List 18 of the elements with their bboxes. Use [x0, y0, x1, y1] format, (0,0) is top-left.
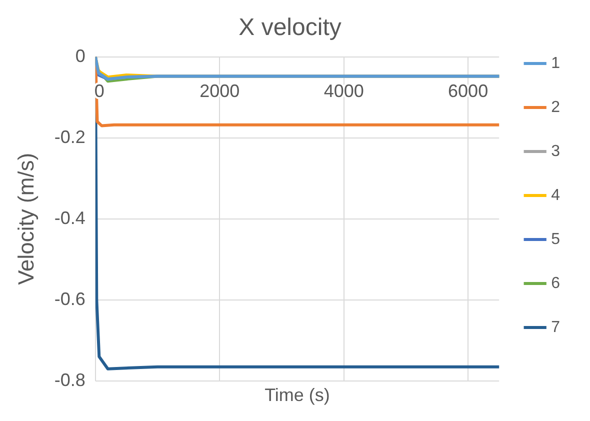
x-tick-label: 2000: [200, 80, 240, 101]
x-tick-label: 4000: [324, 80, 364, 101]
chart-title: X velocity: [238, 14, 342, 42]
legend-label: 5: [551, 230, 560, 248]
x-axis-title: Time (s): [264, 384, 330, 405]
y-tick-label: -0.4: [54, 208, 86, 228]
x-tick-label: 6000: [448, 80, 488, 101]
y-tick-label: -0.2: [54, 126, 86, 147]
legend-label: 4: [551, 186, 560, 204]
legend-label: 3: [551, 142, 560, 160]
legend-label: 1: [551, 54, 560, 72]
y-tick-label: 0: [75, 46, 86, 66]
y-axis-title: Velocity (m/s): [13, 152, 38, 285]
legend-label: 2: [551, 98, 560, 116]
y-tick-label: -0.6: [54, 288, 86, 309]
legend-label: 6: [551, 274, 560, 292]
legend-label: 7: [551, 318, 560, 336]
y-tick-label: -0.8: [54, 370, 86, 390]
